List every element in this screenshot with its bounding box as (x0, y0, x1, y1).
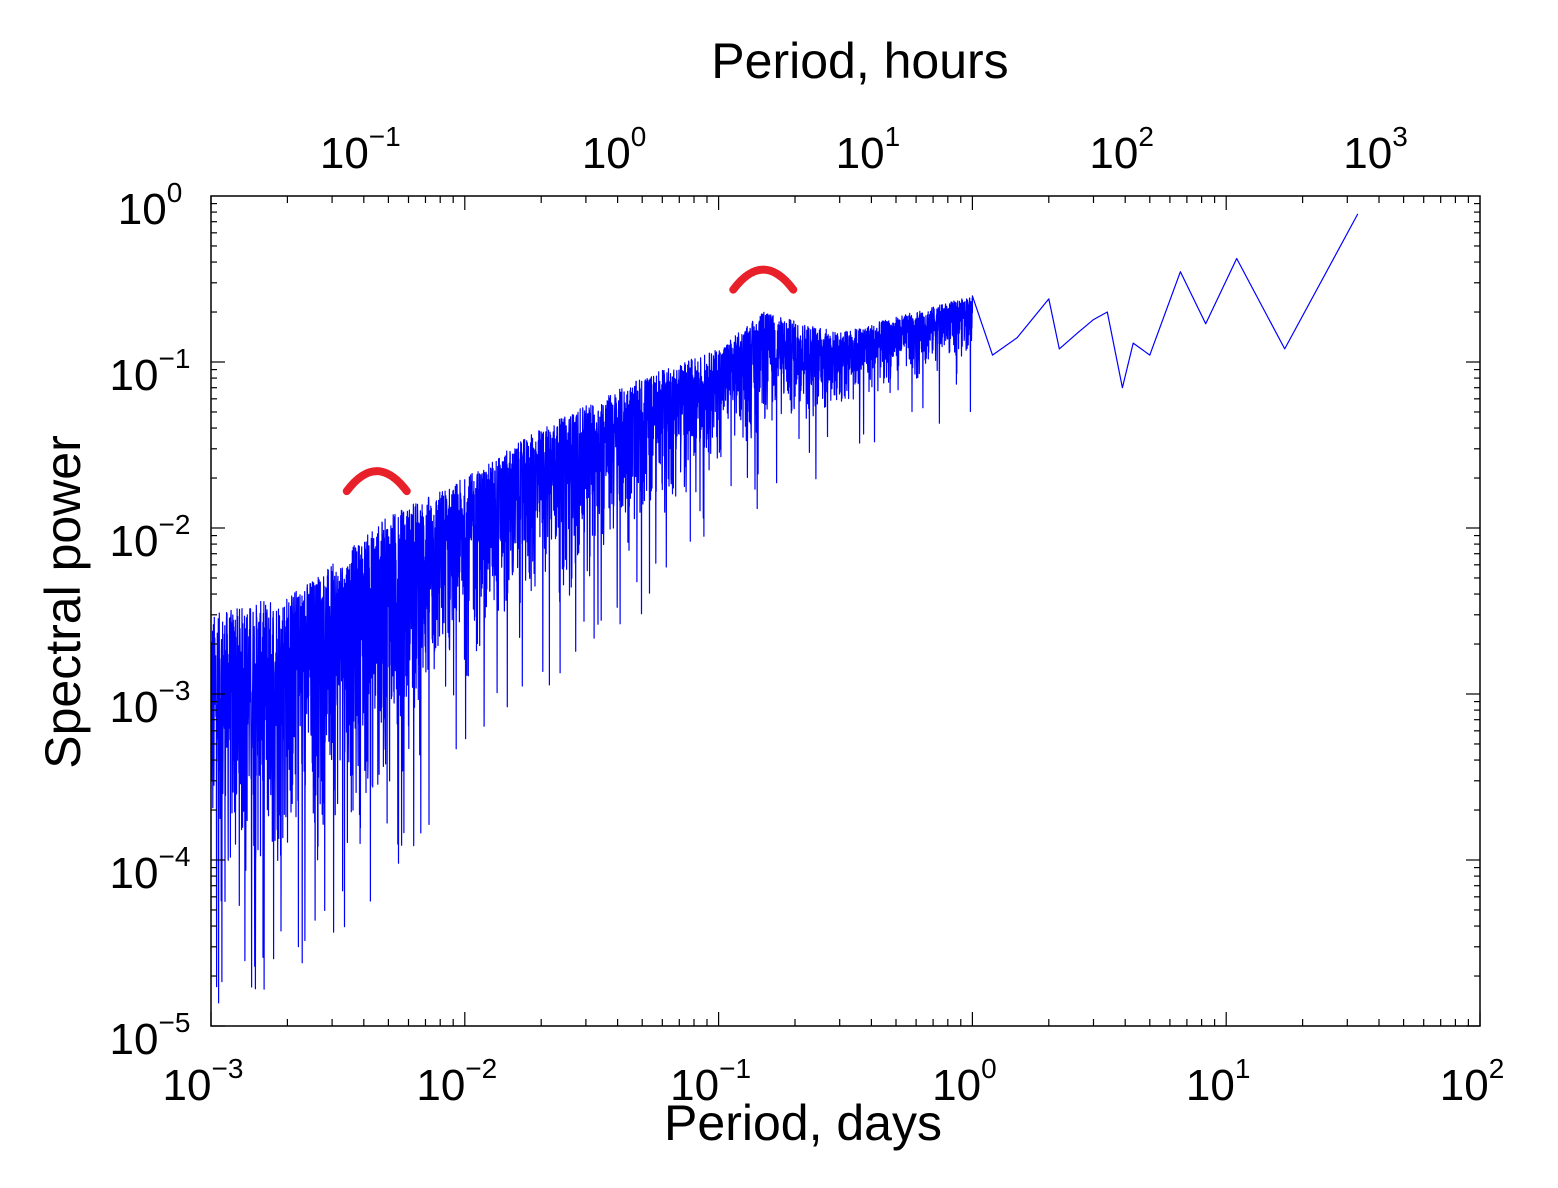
y-tick-label-base: 10 (110, 849, 159, 898)
x-tick-label-base: 10 (1186, 1061, 1235, 1110)
x2-tick-label-base: 10 (320, 129, 369, 178)
x-tick-label: 10−3 (163, 1053, 244, 1110)
x-tick-label: 10−2 (416, 1053, 497, 1110)
x-tick-label: 101 (1186, 1053, 1251, 1110)
x2-tick-label: 103 (1343, 121, 1408, 178)
x2-tick-label-base: 10 (1343, 129, 1392, 178)
y-tick-label: 10−5 (110, 1007, 191, 1064)
y-tick-label-exp: −2 (159, 509, 191, 540)
y-tick-label-base: 10 (110, 1015, 159, 1064)
y-tick-label-exp: −5 (159, 1007, 191, 1038)
x-tick-label-base: 10 (1440, 1061, 1489, 1110)
y-tick-label-exp: −4 (159, 841, 191, 872)
x-tick-label: 102 (1440, 1053, 1505, 1110)
tick-layer (210, 196, 1481, 1027)
x2-tick-label-exp: 2 (1138, 121, 1154, 152)
y-tick-label: 10−4 (110, 841, 191, 898)
y-tick-label: 10−3 (110, 675, 191, 732)
peak-marker (342, 467, 411, 496)
x2-tick-label-exp: 3 (1392, 121, 1408, 152)
x-tick-label-base: 10 (163, 1061, 212, 1110)
x2-tick-label-exp: 1 (885, 121, 901, 152)
x2-tick-label: 10−1 (320, 121, 401, 178)
x-tick-label-exp: −2 (465, 1053, 497, 1084)
y-tick-label: 10−2 (110, 509, 191, 566)
y-tick-label: 10−1 (110, 343, 191, 400)
peak-marker (729, 265, 798, 294)
x2-tick-label-base: 10 (1089, 129, 1138, 178)
y-tick-label-exp: 0 (167, 177, 183, 208)
y-tick-label-exp: −3 (159, 675, 191, 706)
x2-tick-label-base: 10 (582, 129, 631, 178)
x2-tick-label: 101 (836, 121, 901, 178)
x-tick-label-base: 10 (416, 1061, 465, 1110)
x2-tick-label-exp: 0 (631, 121, 647, 152)
x-tick-label: 100 (932, 1053, 997, 1110)
x-tick-label-exp: −1 (719, 1053, 751, 1084)
x-tick-label-exp: −3 (212, 1053, 244, 1084)
plot-frame (210, 195, 1481, 1027)
annotation-layer (342, 265, 798, 496)
x-tick-label-exp: 2 (1489, 1053, 1505, 1084)
x-tick-label-exp: 1 (1235, 1053, 1251, 1084)
series-line (210, 213, 1359, 1004)
x-tick-label: 10−1 (670, 1053, 751, 1110)
y-tick-label-base: 10 (118, 185, 167, 234)
y-tick-label: 100 (118, 177, 183, 234)
y-tick-label-base: 10 (110, 683, 159, 732)
x-tick-label-base: 10 (670, 1061, 719, 1110)
y-tick-label-base: 10 (110, 351, 159, 400)
x2-tick-label: 102 (1089, 121, 1154, 178)
x-axis-title: Period, days (664, 1095, 942, 1151)
y-tick-label-exp: −1 (159, 343, 191, 374)
y-axis-title: Spectral power (35, 435, 91, 769)
x2-tick-label-exp: −1 (369, 121, 401, 152)
x2-tick-label-base: 10 (836, 129, 885, 178)
y-tick-label-base: 10 (110, 517, 159, 566)
series-layer (210, 213, 1359, 1004)
x2-axis-title: Period, hours (711, 33, 1008, 89)
x-tick-label-exp: 0 (981, 1053, 997, 1084)
x2-tick-label: 100 (582, 121, 647, 178)
x-tick-label-base: 10 (932, 1061, 981, 1110)
